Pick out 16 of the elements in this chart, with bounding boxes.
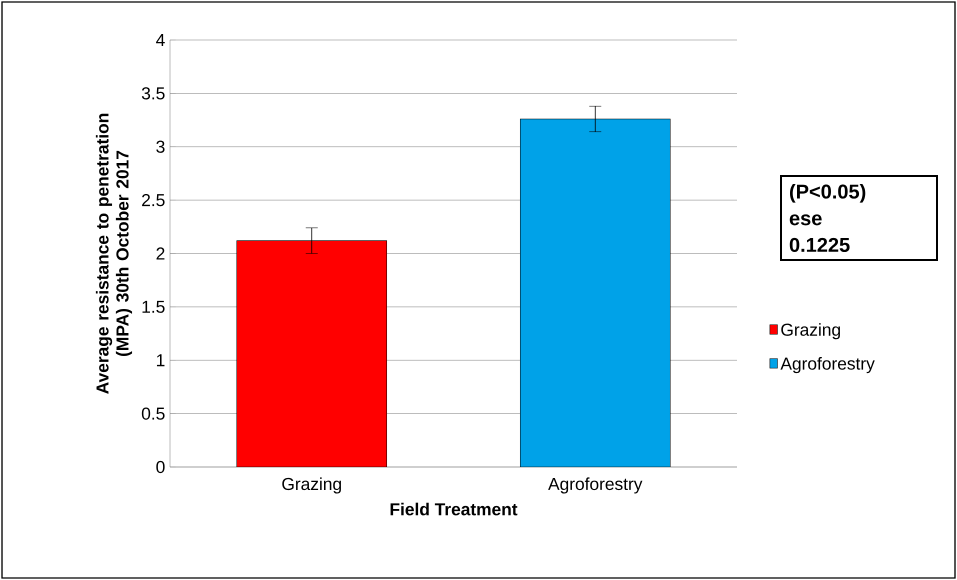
text: ese	[790, 214, 822, 226]
legend-label: Agroforestry	[780, 357, 875, 374]
y-tick-label: 4	[156, 34, 165, 46]
text: 0.1225	[790, 238, 850, 252]
y-tick-label: 1	[156, 354, 164, 366]
y-tick-label: 1.5	[142, 300, 165, 313]
y-tick-label: 2.5	[142, 194, 165, 206]
y-tick-label: 3	[156, 140, 165, 153]
legend-label: Grazing	[781, 323, 840, 340]
x-axis-title: Field Treatment	[390, 502, 518, 516]
y-tick-label: 0.5	[142, 407, 165, 420]
y-tick-label: 2	[156, 247, 164, 260]
y-tick-label: 3.5	[142, 87, 165, 100]
y-axis-title: Average resistance to penetration (MPA) 30th October 2017	[96, 114, 132, 394]
text: (P<0.05)	[790, 184, 866, 203]
y-tick-label: 0	[156, 460, 165, 474]
